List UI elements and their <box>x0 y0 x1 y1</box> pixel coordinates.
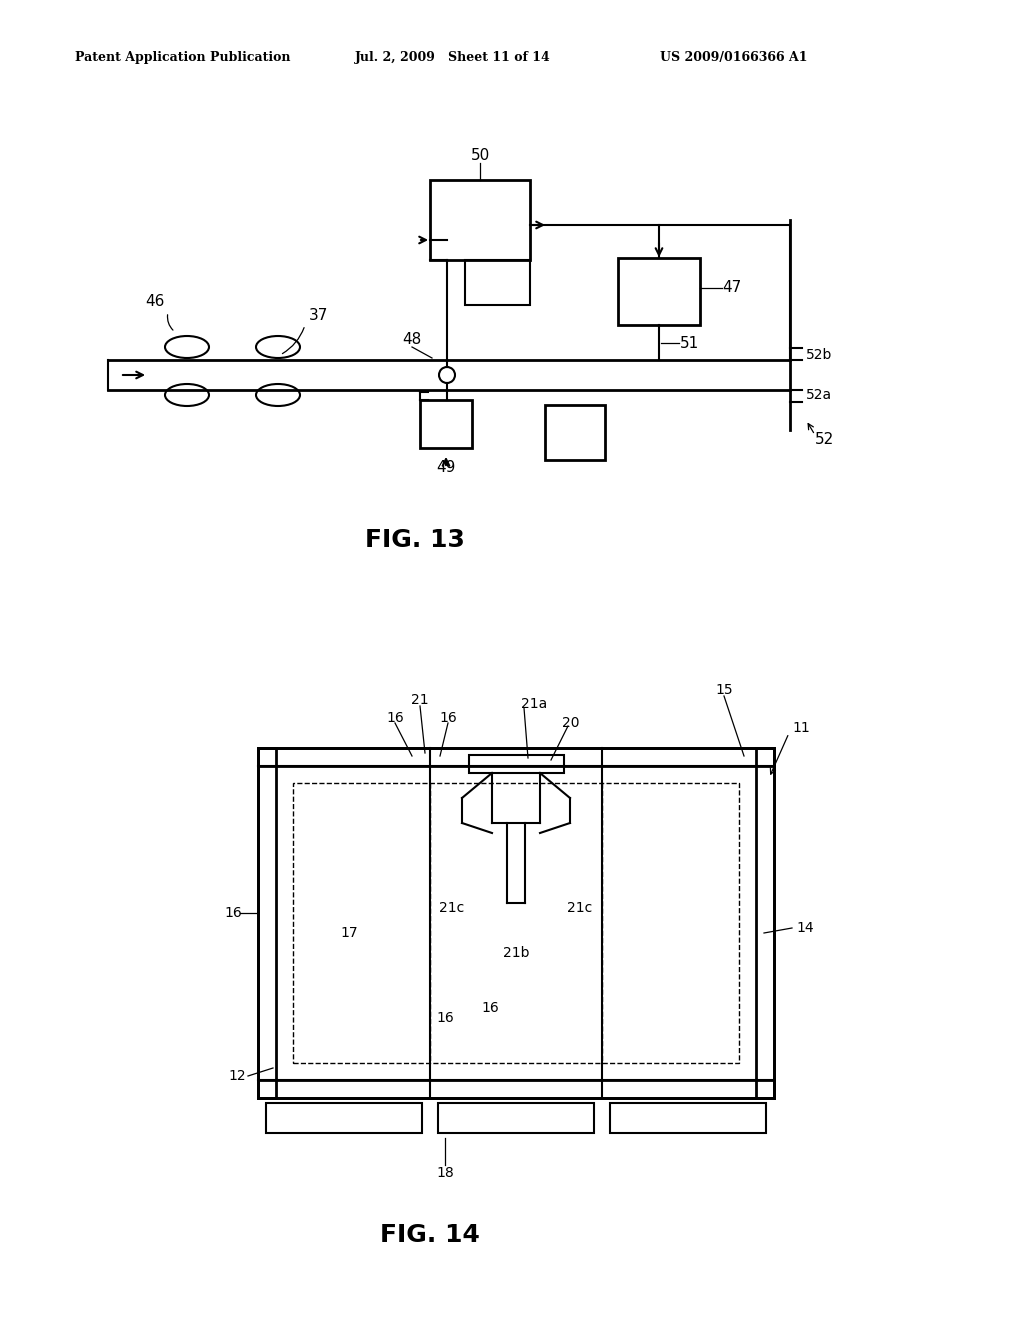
Text: 18: 18 <box>436 1166 454 1180</box>
Text: 12: 12 <box>228 1069 246 1082</box>
Bar <box>258 748 276 1098</box>
Text: Jul. 2, 2009   Sheet 11 of 14: Jul. 2, 2009 Sheet 11 of 14 <box>355 51 551 65</box>
Bar <box>469 755 564 774</box>
Text: 47: 47 <box>722 281 741 296</box>
Text: 21b: 21b <box>503 946 529 960</box>
Text: 16: 16 <box>224 906 242 920</box>
Text: 49: 49 <box>436 461 456 475</box>
Text: 17: 17 <box>340 927 357 940</box>
Text: 52: 52 <box>815 433 835 447</box>
Text: 37: 37 <box>308 308 328 322</box>
Bar <box>610 1104 766 1133</box>
Text: 51: 51 <box>680 335 699 351</box>
Text: 52b: 52b <box>806 348 833 362</box>
Text: 20: 20 <box>562 715 580 730</box>
Bar <box>545 405 605 459</box>
Text: 21c: 21c <box>439 902 465 915</box>
Text: 21: 21 <box>412 693 429 708</box>
Text: 48: 48 <box>402 333 422 347</box>
Bar <box>266 1104 422 1133</box>
Text: US 2009/0166366 A1: US 2009/0166366 A1 <box>660 51 808 65</box>
Text: 52a: 52a <box>806 388 833 403</box>
Bar <box>465 260 530 305</box>
Bar <box>430 180 530 260</box>
Text: 14: 14 <box>796 921 814 935</box>
Text: 15: 15 <box>715 682 733 697</box>
Text: FIG. 13: FIG. 13 <box>366 528 465 552</box>
Bar <box>258 1080 774 1098</box>
Bar <box>420 400 472 447</box>
Text: 11: 11 <box>792 721 810 735</box>
Bar <box>618 257 700 325</box>
Text: 21a: 21a <box>521 697 547 711</box>
Text: 16: 16 <box>481 1001 499 1015</box>
Text: FIG. 14: FIG. 14 <box>380 1224 480 1247</box>
Text: 21c: 21c <box>567 902 593 915</box>
Bar <box>258 748 774 766</box>
Bar <box>438 1104 594 1133</box>
Text: 50: 50 <box>470 148 489 162</box>
Text: Patent Application Publication: Patent Application Publication <box>75 51 291 65</box>
Bar <box>258 748 774 1098</box>
Text: 16: 16 <box>386 711 403 725</box>
Text: 46: 46 <box>145 294 165 309</box>
Text: 16: 16 <box>439 711 457 725</box>
Bar <box>756 748 774 1098</box>
Bar <box>293 783 739 1063</box>
Text: 16: 16 <box>436 1011 454 1026</box>
